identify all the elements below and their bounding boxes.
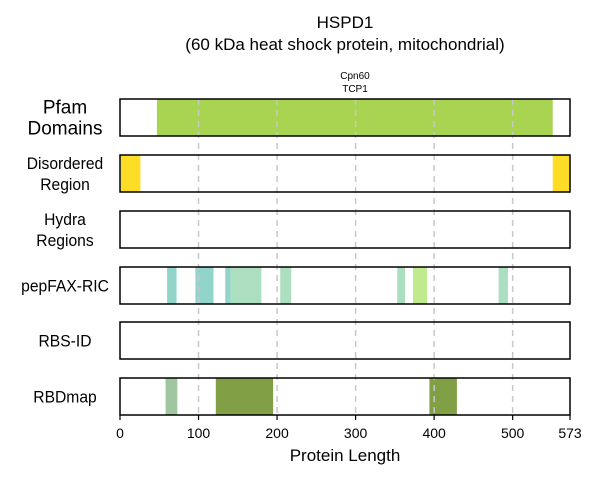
x-tick-label: 573	[558, 425, 582, 441]
row-label: Pfam	[43, 98, 87, 119]
track-frame	[119, 98, 571, 137]
tracks	[120, 99, 570, 415]
x-axis: 0 100 200 300 400 500 573	[116, 415, 582, 441]
segment-bar	[280, 267, 292, 304]
segment-bar	[156, 99, 553, 136]
row-label: Hydra	[44, 210, 87, 229]
x-tick-label: 300	[344, 425, 368, 441]
domain-annotation-tcp1: TCP1	[342, 84, 368, 95]
segment-bar	[225, 267, 231, 304]
x-axis-title: Protein Length	[290, 446, 401, 465]
chart-title-line2: (60 kDa heat shock protein, mitochondria…	[185, 35, 504, 54]
row-label: pepFAX-RIC	[21, 277, 109, 296]
segment-bar	[215, 378, 274, 415]
row-label: Domains	[28, 119, 103, 140]
grid	[197, 99, 514, 415]
x-tick-label: 400	[422, 425, 446, 441]
x-tick-label: 0	[116, 425, 124, 441]
row-label: RBDmap	[33, 388, 96, 407]
segment-bar	[412, 267, 428, 304]
chart-title-line1: HSPD1	[317, 13, 374, 32]
track-frame	[119, 210, 571, 249]
segment-bar	[165, 378, 178, 415]
segment-bar	[120, 155, 141, 192]
x-tick-label: 100	[187, 425, 211, 441]
row-label: Region	[40, 175, 90, 194]
segment-bar	[195, 267, 214, 304]
track-frame	[119, 377, 571, 416]
domain-annotation-cpn60: Cpn60	[340, 71, 370, 82]
x-tick-label: 200	[265, 425, 289, 441]
x-tick-label: 500	[501, 425, 525, 441]
track-frame	[119, 321, 571, 360]
segment-bar	[552, 155, 570, 192]
track-frames	[119, 98, 571, 416]
segment-bar	[397, 267, 406, 304]
row-label: Disordered	[27, 154, 103, 173]
row-label: Regions	[36, 231, 93, 250]
row-label: RBS-ID	[39, 332, 92, 351]
segment-bar	[167, 267, 177, 304]
segment-bar	[498, 267, 508, 304]
track-frame	[119, 154, 571, 193]
track-frame	[119, 266, 571, 305]
segment-bar	[230, 267, 262, 304]
